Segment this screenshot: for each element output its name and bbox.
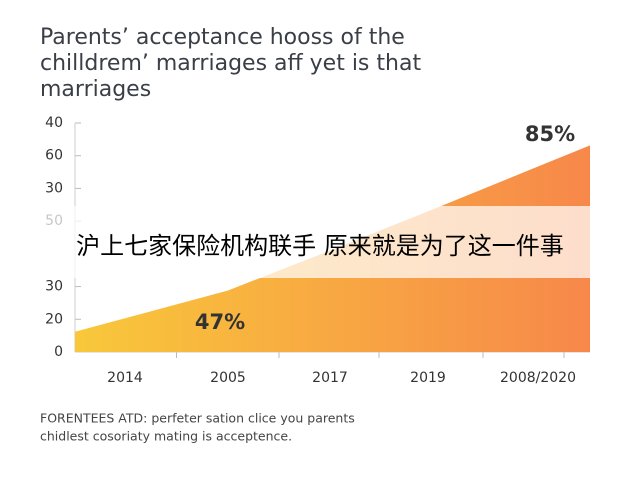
x-tick-label: 2014 (107, 370, 143, 386)
annotation: 47% (195, 310, 245, 334)
chart-title: chilldrem’ marriages aff yet is that (40, 51, 421, 76)
x-tick-label: 2017 (312, 370, 348, 386)
footnote: chidlest cosoriaty mating is acceptence. (40, 429, 292, 444)
overlay-text: 沪上七家保险机构联手 原来就是为了这一件事 (76, 232, 564, 260)
x-tick-label: 2008/2020 (500, 370, 576, 386)
annotation: 85% (525, 122, 575, 146)
y-tick-label: 30 (45, 180, 63, 196)
y-tick-label: 30 (45, 279, 63, 295)
y-tick-label: 40 (45, 115, 63, 131)
y-tick-label: 60 (45, 148, 63, 164)
area (75, 145, 590, 352)
footnote: FORENTEES ATD: perfeter sation clice you… (40, 411, 355, 426)
chart-title: Parents’ acceptance hooss of the (40, 25, 405, 50)
y-tick-label: 20 (45, 311, 63, 327)
chart-title: marriages (40, 77, 151, 102)
y-tick-label: 0 (54, 344, 63, 360)
x-tick-label: 2005 (210, 370, 246, 386)
x-tick-label: 2019 (410, 370, 446, 386)
overlay-banner (0, 206, 640, 278)
